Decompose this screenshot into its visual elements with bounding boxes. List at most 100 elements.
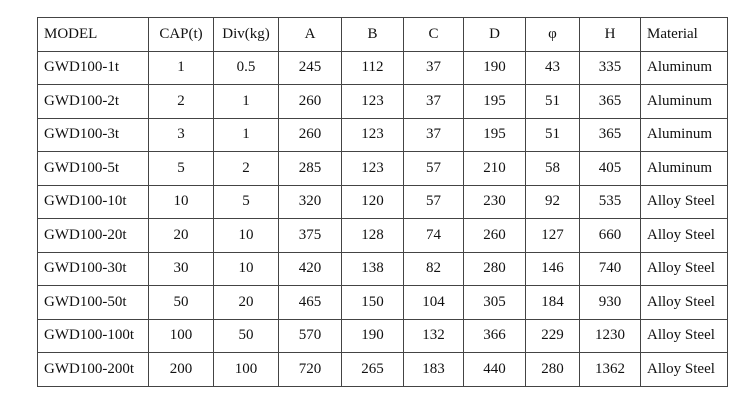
table-cell: 100	[213, 352, 279, 387]
table-cell: 465	[278, 285, 342, 320]
table-cell: 57	[403, 151, 464, 186]
table-cell: 375	[278, 218, 342, 253]
table-cell: 10	[148, 184, 214, 219]
table-cell: 104	[403, 285, 464, 320]
header-cell: Div(kg)	[213, 17, 279, 52]
table-cell: 183	[403, 352, 464, 387]
table-cell: 2	[148, 84, 214, 119]
table-cell: 50	[148, 285, 214, 320]
table-cell: 10	[213, 251, 279, 286]
table-cell: Alloy Steel	[640, 251, 728, 286]
table-row: GWD100-5t 5 2 285 123 57 210 58 405 Aluminum	[37, 151, 728, 186]
table-cell: 366	[463, 318, 526, 353]
table-cell: 660	[579, 218, 641, 253]
table-cell: Alloy Steel	[640, 184, 728, 219]
table-cell: 265	[341, 352, 404, 387]
table-cell: 365	[579, 117, 641, 152]
table-row: GWD100-50t 50 20 465 150 104 305 184 930 Alloy St…	[37, 285, 728, 320]
table-cell: GWD100-5t	[37, 151, 149, 186]
table-cell: 320	[278, 184, 342, 219]
table-cell: 420	[278, 251, 342, 286]
table-cell: 37	[403, 50, 464, 85]
table-cell: 138	[341, 251, 404, 286]
table-cell: 82	[403, 251, 464, 286]
table-cell: 190	[341, 318, 404, 353]
table-cell: 210	[463, 151, 526, 186]
table-cell: 280	[463, 251, 526, 286]
table-cell: 37	[403, 117, 464, 152]
table-cell: 37	[403, 84, 464, 119]
table-cell: Aluminum	[640, 84, 728, 119]
table-cell: 2	[213, 151, 279, 186]
table-cell: 305	[463, 285, 526, 320]
table-cell: 260	[278, 84, 342, 119]
table-cell: 50	[213, 318, 279, 353]
table-cell: 92	[525, 184, 580, 219]
table-cell: 51	[525, 117, 580, 152]
header-cell: B	[341, 17, 404, 52]
table-cell: 132	[403, 318, 464, 353]
table-cell: 51	[525, 84, 580, 119]
table-cell: 229	[525, 318, 580, 353]
table-cell: 1362	[579, 352, 641, 387]
table-cell: 112	[341, 50, 404, 85]
table-cell: 123	[341, 151, 404, 186]
table-cell: 535	[579, 184, 641, 219]
table-cell: GWD100-50t	[37, 285, 149, 320]
table-cell: 10	[213, 218, 279, 253]
header-cell: A	[278, 17, 342, 52]
table-cell: 5	[148, 151, 214, 186]
table-cell: 245	[278, 50, 342, 85]
table-cell: Aluminum	[640, 50, 728, 85]
header-cell: D	[463, 17, 526, 52]
table-cell: 405	[579, 151, 641, 186]
table-cell: 3	[148, 117, 214, 152]
table-cell: GWD100-30t	[37, 251, 149, 286]
table-row: GWD100-10t 10 5 320 120 57 230 92 535 Alloy Steel	[37, 184, 728, 219]
header-cell: MODEL	[37, 17, 149, 52]
table-cell: 260	[278, 117, 342, 152]
table-cell: 280	[525, 352, 580, 387]
table-row: GWD100-1t 1 0.5 245 112 37 190 43 335 Aluminum	[37, 50, 728, 85]
table-cell: 720	[278, 352, 342, 387]
table-cell: GWD100-200t	[37, 352, 149, 387]
table-cell: 43	[525, 50, 580, 85]
table-cell: GWD100-100t	[37, 318, 149, 353]
table-cell: Alloy Steel	[640, 318, 728, 353]
table-cell: 1	[213, 84, 279, 119]
table-row: GWD100-20t 20 10 375 128 74 260 127 660 Alloy Ste…	[37, 218, 728, 253]
table-cell: 195	[463, 117, 526, 152]
table-cell: Alloy Steel	[640, 218, 728, 253]
table-cell: 260	[463, 218, 526, 253]
table-cell: Alloy Steel	[640, 285, 728, 320]
table-cell: Aluminum	[640, 151, 728, 186]
table-cell: 570	[278, 318, 342, 353]
table-cell: 146	[525, 251, 580, 286]
table-row: GWD100-3t 3 1 260 123 37 195 51 365 Aluminum	[37, 117, 728, 152]
table-cell: GWD100-3t	[37, 117, 149, 152]
header-cell: Material	[640, 17, 728, 52]
table-cell: GWD100-1t	[37, 50, 149, 85]
header-cell: φ	[525, 17, 580, 52]
table-cell: 100	[148, 318, 214, 353]
table-cell: 1	[213, 117, 279, 152]
table-cell: GWD100-2t	[37, 84, 149, 119]
table-cell: 740	[579, 251, 641, 286]
table-cell: 20	[213, 285, 279, 320]
table-cell: 0.5	[213, 50, 279, 85]
table-cell: 57	[403, 184, 464, 219]
table-cell: 5	[213, 184, 279, 219]
table-cell: 123	[341, 117, 404, 152]
table-cell: 74	[403, 218, 464, 253]
header-cell: C	[403, 17, 464, 52]
table-cell: 335	[579, 50, 641, 85]
table-cell: 1	[148, 50, 214, 85]
header-cell: H	[579, 17, 641, 52]
table-cell: 30	[148, 251, 214, 286]
table-cell: GWD100-20t	[37, 218, 149, 253]
table-row: GWD100-100t 100 50 570 190 132 366 229 1230 Alloy…	[37, 318, 728, 353]
table-cell: 930	[579, 285, 641, 320]
